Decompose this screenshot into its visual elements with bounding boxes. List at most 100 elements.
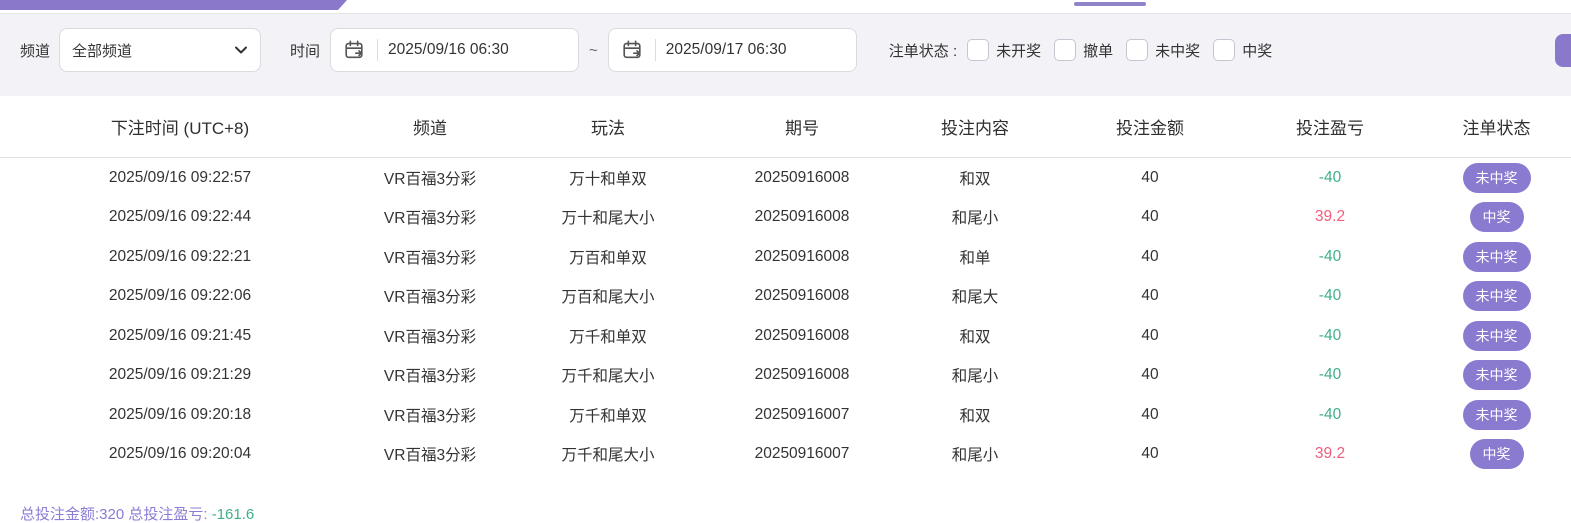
- cell-profit: 39.2: [1314, 208, 1346, 226]
- cell-issue: 20250916008: [754, 168, 850, 186]
- status-badge: 未中奖: [1462, 399, 1531, 430]
- top-strip: [0, 0, 1571, 14]
- table-row: 2025/09/16 09:20:04 VR百福3分彩 万千和尾大小 20250916…: [0, 435, 1571, 475]
- cell-play: 万千和尾大小: [561, 447, 655, 465]
- status-checkbox-label: 撤单: [1083, 42, 1114, 60]
- cell-profit: -40: [1318, 326, 1342, 344]
- cell-amount: 40: [1141, 405, 1159, 423]
- status-checkbox-group: 未开奖 撤单 未中奖 中奖: [967, 39, 1285, 61]
- column-header: 注单状态: [1462, 119, 1531, 138]
- cell-status: 未中奖: [1422, 281, 1571, 312]
- cell-channel: VR百福3分彩: [383, 447, 477, 465]
- date-to-value: 2025/09/17 06:30: [665, 41, 787, 58]
- cell-profit: -40: [1318, 366, 1342, 384]
- status-badge: 未中奖: [1462, 320, 1531, 351]
- cell-status: 未中奖: [1422, 241, 1571, 272]
- status-checkbox-3[interactable]: [1213, 39, 1236, 61]
- table-row: 2025/09/16 09:22:44 VR百福3分彩 万十和尾大小 20250916…: [0, 198, 1571, 238]
- table-header-row: 下注时间 (UTC+8) 频道 玩法 期号 投注内容 投注金额 投注盈亏 注单状态: [0, 96, 1571, 158]
- cell-profit: -40: [1318, 247, 1342, 265]
- active-tab-indicator: [1074, 2, 1146, 6]
- cell-play: 万百和尾大小: [561, 289, 655, 307]
- table-header: 下注时间 (UTC+8) 频道 玩法 期号 投注内容 投注金额 投注盈亏 注单状态: [0, 96, 1571, 158]
- table-row: 2025/09/16 09:22:57 VR百福3分彩 万十和单双 202509160…: [0, 158, 1571, 198]
- status-checkbox-label: 未开奖: [996, 42, 1042, 60]
- status-badge: 未中奖: [1462, 281, 1531, 312]
- status-checkbox-label: 未中奖: [1155, 42, 1201, 60]
- column-header: 下注时间 (UTC+8): [110, 119, 250, 138]
- cell-time: 2025/09/16 09:22:21: [108, 247, 252, 265]
- status-checkbox-1[interactable]: [1054, 39, 1077, 61]
- cell-amount: 40: [1141, 445, 1159, 463]
- summary-bar: 总投注金额:320 总投注盈亏: -161.6: [0, 474, 1571, 523]
- channel-select[interactable]: 全部频道: [59, 28, 262, 72]
- column-header: 玩法: [591, 119, 625, 138]
- filter-bar: 频道 全部频道 时间 2025/09/16 06:30 ~: [0, 14, 1571, 96]
- date-from-value: 2025/09/16 06:30: [388, 41, 509, 58]
- column-header: 期号: [785, 119, 819, 138]
- cell-issue: 20250916008: [754, 326, 850, 344]
- cell-time: 2025/09/16 09:21:45: [108, 326, 252, 344]
- edge-action-button[interactable]: [1555, 34, 1571, 67]
- column-header: 投注盈亏: [1296, 119, 1364, 138]
- column-header: 投注内容: [941, 119, 1009, 138]
- cell-time: 2025/09/16 09:22:44: [108, 208, 252, 226]
- cell-issue: 20250916007: [754, 445, 850, 463]
- cell-channel: VR百福3分彩: [383, 210, 477, 228]
- cell-status: 中奖: [1422, 439, 1571, 470]
- cell-profit: -40: [1318, 405, 1342, 423]
- total-profit-label: 总投注盈亏:: [128, 506, 208, 523]
- cell-content: 和尾小: [951, 447, 999, 465]
- top-accent-bar: [0, 0, 347, 10]
- cell-content: 和单: [959, 249, 991, 267]
- cell-time: 2025/09/16 09:21:29: [108, 366, 252, 384]
- table-row: 2025/09/16 09:21:29 VR百福3分彩 万千和尾大小 20250916…: [0, 356, 1571, 396]
- cell-content: 和尾小: [951, 210, 999, 228]
- cell-profit: 39.2: [1314, 445, 1346, 463]
- cell-content: 和双: [959, 170, 991, 188]
- cell-status: 未中奖: [1422, 360, 1571, 391]
- cell-status: 未中奖: [1422, 162, 1571, 193]
- cell-profit: -40: [1318, 287, 1342, 305]
- calendar-icon: [623, 40, 641, 59]
- cell-content: 和尾小: [951, 368, 999, 386]
- time-label: 时间: [290, 42, 321, 60]
- cell-channel: VR百福3分彩: [383, 289, 477, 307]
- status-checkbox-item: 中奖: [1213, 39, 1272, 61]
- status-badge: 未中奖: [1462, 162, 1531, 193]
- status-badge: 未中奖: [1462, 360, 1531, 391]
- status-checkbox-item: 撤单: [1054, 39, 1113, 61]
- bet-records-table: 下注时间 (UTC+8) 频道 玩法 期号 投注内容 投注金额 投注盈亏 注单状态 2025/…: [0, 96, 1571, 474]
- date-to-input[interactable]: 2025/09/17 06:30: [607, 28, 857, 72]
- status-checkbox-item: 未开奖: [967, 39, 1041, 61]
- cell-amount: 40: [1141, 326, 1159, 344]
- cell-channel: VR百福3分彩: [383, 170, 477, 188]
- cell-channel: VR百福3分彩: [383, 249, 477, 267]
- cell-play: 万千和单双: [569, 328, 647, 346]
- status-checkbox-0[interactable]: [967, 39, 990, 61]
- status-badge: 中奖: [1469, 202, 1524, 233]
- chevron-down-icon: [235, 46, 248, 54]
- cell-channel: VR百福3分彩: [383, 368, 477, 386]
- cell-issue: 20250916008: [754, 287, 850, 305]
- cell-play: 万千和单双: [569, 407, 647, 425]
- cell-amount: 40: [1141, 287, 1159, 305]
- cell-time: 2025/09/16 09:20:04: [108, 445, 252, 463]
- date-from-input[interactable]: 2025/09/16 06:30: [330, 28, 580, 72]
- cell-content: 和双: [959, 328, 991, 346]
- cell-play: 万十和单双: [569, 170, 647, 188]
- input-divider: [654, 39, 656, 61]
- cell-amount: 40: [1141, 208, 1159, 226]
- cell-content: 和尾大: [951, 289, 999, 307]
- cell-play: 万百和单双: [569, 249, 647, 267]
- total-amount-label: 总投注金额:: [20, 506, 100, 523]
- status-checkbox-2[interactable]: [1126, 39, 1149, 61]
- table-row: 2025/09/16 09:22:06 VR百福3分彩 万百和尾大小 20250916…: [0, 277, 1571, 317]
- table-row: 2025/09/16 09:22:21 VR百福3分彩 万百和单双 202509160…: [0, 237, 1571, 277]
- cell-time: 2025/09/16 09:20:18: [108, 405, 252, 423]
- calendar-icon: [345, 40, 363, 59]
- status-badge: 中奖: [1469, 439, 1524, 470]
- total-amount-value: 320: [99, 506, 125, 523]
- cell-content: 和双: [959, 407, 991, 425]
- cell-amount: 40: [1141, 168, 1159, 186]
